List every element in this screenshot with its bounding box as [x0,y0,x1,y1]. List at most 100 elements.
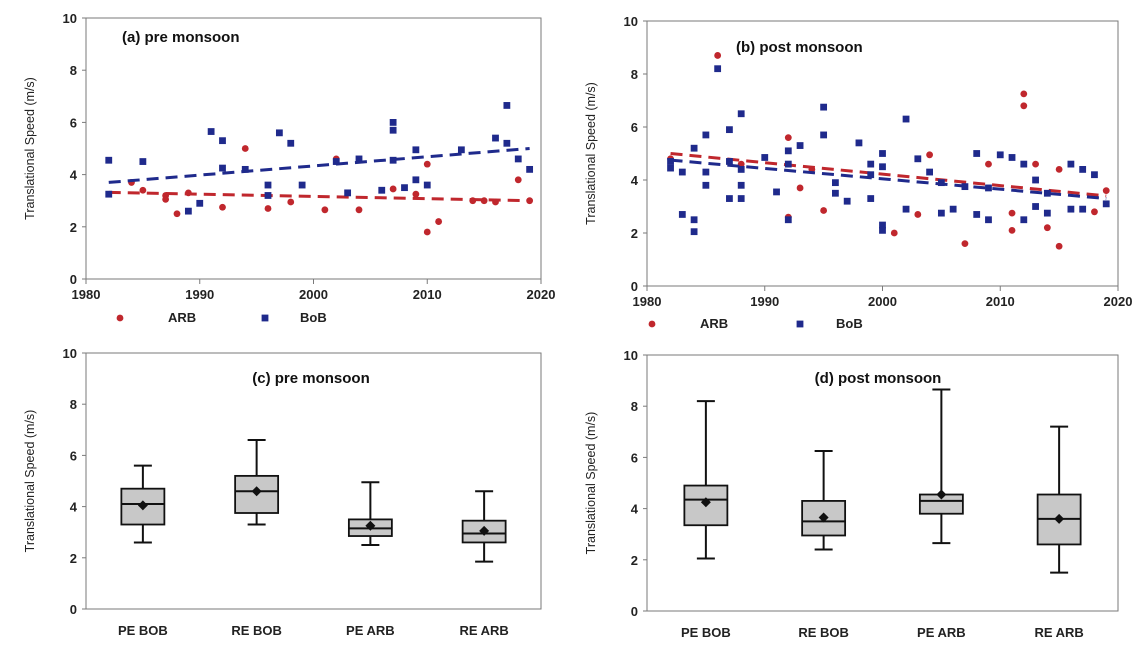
data-point [105,156,113,164]
y-tick-label: 2 [631,226,638,241]
data-point [1091,208,1098,216]
data-point [412,190,420,198]
y-tick-label: 8 [631,67,638,82]
y-tick-label: 8 [631,399,638,414]
data-point [526,165,534,173]
data-point [985,160,992,168]
series-arb [667,52,1110,250]
data-point [389,185,397,193]
mean-marker [1054,513,1065,524]
data-point [820,103,828,111]
legend-label: BoB [836,316,863,331]
x-tick-label: 1990 [185,287,214,302]
data-point [784,216,792,224]
data-point [855,139,863,147]
data-point [667,164,674,172]
box-re-arb [1036,425,1082,574]
panel-b: 0 2 4 6 8 10 Translational Speed (m/s) (b) post… [584,14,1132,331]
data-point [298,181,306,189]
data-point [784,147,792,155]
data-point [344,189,352,197]
data-point [1043,209,1051,217]
data-point [105,190,113,198]
data-point [1020,90,1028,98]
data-point [219,203,226,211]
data-point [867,171,875,179]
panel-d: 0 2 4 6 8 10 Translational Speed (m/s) (d) post… [584,348,1119,640]
box-pe-bob [120,464,166,544]
data-point [702,168,710,176]
y-tick-label: 8 [70,63,77,78]
y-tick-label: 0 [631,279,638,294]
data-point [389,119,397,126]
data-point [401,184,408,192]
trend-line [108,147,530,184]
data-point [1020,216,1028,224]
legend-marker [116,314,124,322]
data-point [1008,209,1016,217]
data-point [737,181,745,189]
data-point [1020,102,1028,110]
panel-c: 0 2 4 6 8 10 Translational Speed (m/s) (c) pre … [23,346,542,638]
y-axis-label: Translational Speed (m/s) [584,82,598,225]
legend-marker [261,314,269,322]
data-point [1067,205,1075,213]
data-point [690,144,698,152]
data-point [737,110,745,118]
data-point [378,186,386,194]
data-point [726,158,733,165]
data-point [1079,166,1087,173]
data-point [1043,189,1051,197]
series-arb [108,145,534,236]
mean-marker [818,512,829,523]
data-point [1020,160,1028,168]
data-point [879,221,886,229]
data-point [820,207,828,214]
data-point [412,146,420,154]
box-pe-bob [683,400,729,560]
data-point [264,192,272,199]
category-label: PE BOB [118,623,168,638]
x-tick-label: 1980 [633,294,662,309]
data-point [1102,187,1110,195]
data-point [879,226,886,234]
y-tick-label: 0 [70,272,77,287]
data-point [264,181,272,189]
data-point [1055,242,1063,250]
plot-frame [85,352,542,610]
y-tick-label: 0 [70,602,77,617]
data-point [690,216,698,224]
y-axis-label: Translational Speed (m/s) [23,410,37,553]
data-point [514,176,522,184]
data-point [761,154,769,161]
data-point [996,151,1004,159]
data-point [503,139,511,147]
legend-marker [648,320,656,328]
y-tick-label: 6 [70,115,77,130]
y-tick-label: 8 [70,397,77,412]
data-point [832,179,839,187]
data-point [737,166,745,173]
category-label: PE BOB [681,625,731,640]
data-point [1032,176,1039,184]
mean-marker [700,497,711,508]
y-tick-label: 6 [70,448,77,463]
data-point [389,126,397,134]
data-point [139,158,147,165]
data-point [1032,160,1039,168]
panel-title: (c) pre monsoon [252,370,370,387]
data-point [843,197,851,205]
data-point [867,160,875,168]
data-point [423,228,431,236]
data-point [714,65,722,73]
data-point [879,150,886,157]
panel-a: 0 2 4 6 8 10 Translational Speed (m/s) (a) pre … [23,11,555,325]
x-tick-label: 2010 [986,294,1015,309]
data-point [1102,200,1110,208]
mean-marker [936,489,947,500]
legend-marker [796,320,804,328]
data-point [796,142,804,149]
y-axis-label: Translational Speed (m/s) [23,77,37,220]
data-point [173,210,181,218]
